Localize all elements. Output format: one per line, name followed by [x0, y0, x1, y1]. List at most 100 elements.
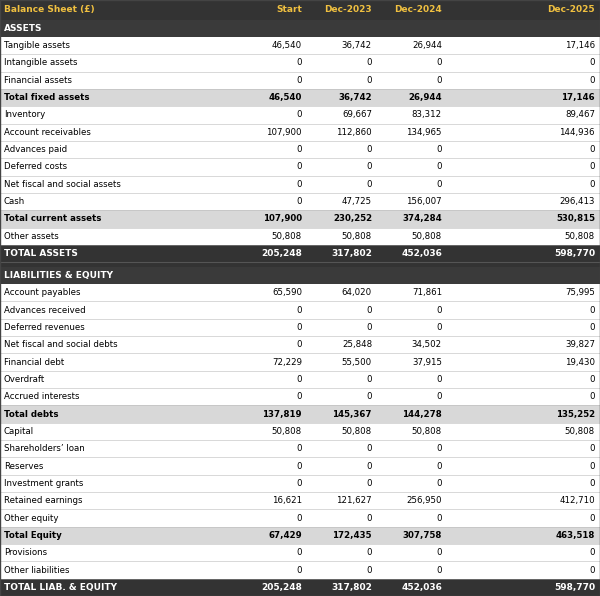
- Text: 50,808: 50,808: [565, 232, 595, 241]
- Bar: [0, 353, 600, 371]
- Bar: [0, 388, 600, 405]
- Text: 0: 0: [367, 566, 372, 575]
- Text: 0: 0: [367, 514, 372, 523]
- Text: 0: 0: [589, 306, 595, 315]
- Text: 37,915: 37,915: [412, 358, 442, 367]
- Text: 0: 0: [367, 58, 372, 67]
- Bar: [0, 193, 600, 210]
- Text: 0: 0: [367, 306, 372, 315]
- Bar: [0, 302, 600, 319]
- Text: 19,430: 19,430: [565, 358, 595, 367]
- Text: 0: 0: [437, 461, 442, 471]
- Bar: [0, 141, 600, 159]
- Text: 0: 0: [437, 162, 442, 172]
- Text: 412,710: 412,710: [559, 496, 595, 505]
- Text: 0: 0: [296, 461, 302, 471]
- Text: 0: 0: [296, 76, 302, 85]
- Text: 0: 0: [589, 444, 595, 453]
- Text: 46,540: 46,540: [269, 93, 302, 102]
- Text: 0: 0: [296, 392, 302, 401]
- Text: 67,429: 67,429: [268, 531, 302, 540]
- Text: 36,742: 36,742: [342, 41, 372, 50]
- Bar: [0, 284, 600, 302]
- Text: 0: 0: [589, 566, 595, 575]
- Text: Start: Start: [276, 5, 302, 14]
- Text: 0: 0: [367, 76, 372, 85]
- Text: 156,007: 156,007: [406, 197, 442, 206]
- Text: 317,802: 317,802: [331, 583, 372, 592]
- Bar: [0, 423, 600, 440]
- Text: 0: 0: [367, 548, 372, 557]
- Text: 205,248: 205,248: [261, 249, 302, 258]
- Text: Total Equity: Total Equity: [4, 531, 62, 540]
- Text: 452,036: 452,036: [401, 249, 442, 258]
- Text: Account receivables: Account receivables: [4, 128, 91, 136]
- Bar: [0, 176, 600, 193]
- Bar: [0, 37, 600, 54]
- Text: 46,540: 46,540: [272, 41, 302, 50]
- Bar: [0, 0, 600, 20]
- Text: 0: 0: [589, 461, 595, 471]
- Text: 463,518: 463,518: [556, 531, 595, 540]
- Text: 317,802: 317,802: [331, 249, 372, 258]
- Text: 134,965: 134,965: [407, 128, 442, 136]
- Text: 0: 0: [296, 444, 302, 453]
- Bar: [0, 72, 600, 89]
- Text: 107,900: 107,900: [263, 215, 302, 224]
- Text: 0: 0: [589, 514, 595, 523]
- Bar: [0, 89, 600, 106]
- Text: 25,848: 25,848: [342, 340, 372, 349]
- Text: Inventory: Inventory: [4, 110, 45, 119]
- Text: 50,808: 50,808: [272, 427, 302, 436]
- Text: 36,742: 36,742: [338, 93, 372, 102]
- Text: 0: 0: [367, 145, 372, 154]
- Text: TOTAL ASSETS: TOTAL ASSETS: [4, 249, 78, 258]
- Text: Account payables: Account payables: [4, 288, 80, 297]
- Bar: [0, 245, 600, 262]
- Text: 16,621: 16,621: [272, 496, 302, 505]
- Text: 0: 0: [589, 162, 595, 172]
- Bar: [0, 336, 600, 353]
- Text: Balance Sheet (£): Balance Sheet (£): [4, 5, 95, 14]
- Text: 0: 0: [437, 392, 442, 401]
- Text: 0: 0: [296, 566, 302, 575]
- Text: Provisions: Provisions: [4, 548, 47, 557]
- Bar: [0, 561, 600, 579]
- Text: Capital: Capital: [4, 427, 34, 436]
- Bar: [0, 475, 600, 492]
- Bar: [0, 267, 600, 284]
- Text: 0: 0: [437, 479, 442, 488]
- Text: 172,435: 172,435: [332, 531, 372, 540]
- Text: 0: 0: [296, 180, 302, 189]
- Text: 0: 0: [589, 392, 595, 401]
- Text: 0: 0: [296, 110, 302, 119]
- Text: 0: 0: [367, 323, 372, 332]
- Text: Overdraft: Overdraft: [4, 375, 45, 384]
- Text: 0: 0: [437, 566, 442, 575]
- Text: 0: 0: [589, 58, 595, 67]
- Text: 50,808: 50,808: [342, 427, 372, 436]
- Text: Shareholders’ loan: Shareholders’ loan: [4, 444, 85, 453]
- Text: 34,502: 34,502: [412, 340, 442, 349]
- Text: 0: 0: [437, 514, 442, 523]
- Text: 0: 0: [367, 461, 372, 471]
- Text: 0: 0: [437, 444, 442, 453]
- Text: Advances received: Advances received: [4, 306, 86, 315]
- Text: 0: 0: [589, 479, 595, 488]
- Text: 107,900: 107,900: [266, 128, 302, 136]
- Text: Financial assets: Financial assets: [4, 76, 72, 85]
- Text: 72,229: 72,229: [272, 358, 302, 367]
- Text: 0: 0: [437, 180, 442, 189]
- Text: 89,467: 89,467: [565, 110, 595, 119]
- Bar: [0, 228, 600, 245]
- Text: 0: 0: [296, 340, 302, 349]
- Text: 26,944: 26,944: [409, 93, 442, 102]
- Text: 50,808: 50,808: [565, 427, 595, 436]
- Text: 0: 0: [589, 323, 595, 332]
- Bar: [0, 371, 600, 388]
- Text: Net fiscal and social assets: Net fiscal and social assets: [4, 180, 121, 189]
- Text: 17,146: 17,146: [565, 41, 595, 50]
- Bar: [0, 262, 600, 267]
- Text: Dec-2025: Dec-2025: [547, 5, 595, 14]
- Text: Dec-2023: Dec-2023: [325, 5, 372, 14]
